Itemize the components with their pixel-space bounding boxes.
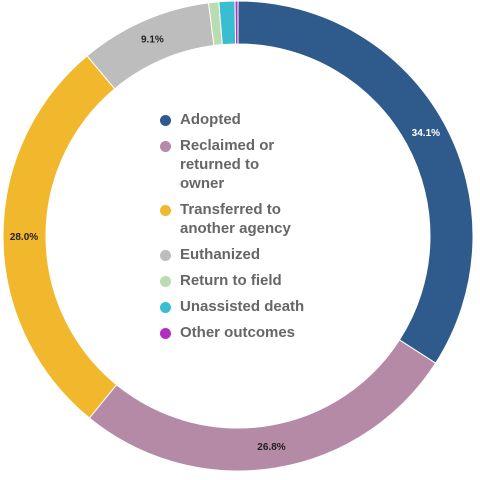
legend-label-transferred-to-another-agency: Transferred to another agency (180, 201, 291, 237)
legend-swatch-euthanized (160, 250, 171, 261)
legend-item-reclaimed-or-returned-to-owner: Reclaimed or returned to owner (160, 136, 360, 193)
slice-unassisted-death (218, 0, 237, 46)
data-label-transferred-to-another-agency: 28.0% (10, 232, 38, 243)
slice-adopted (237, 0, 474, 364)
legend-label-reclaimed-or-returned-to-owner: Reclaimed or returned to owner (180, 137, 275, 192)
chart-legend: Adopted Reclaimed or returned to owner Trans… (160, 110, 360, 349)
legend-item-return-to-field: Return to field (160, 271, 360, 290)
legend-item-euthanized: Euthanized (160, 245, 360, 264)
legend-swatch-adopted (160, 115, 171, 126)
legend-swatch-other-outcomes (160, 328, 171, 339)
data-label-adopted: 34.1% (412, 128, 440, 139)
legend-swatch-unassisted-death (160, 302, 171, 313)
slice-euthanized (86, 2, 215, 90)
legend-label-euthanized: Euthanized (180, 246, 261, 263)
legend-label-other-outcomes: Other outcomes (180, 324, 296, 341)
legend-label-unassisted-death: Unassisted death (180, 298, 305, 315)
legend-swatch-transferred-to-another-agency (160, 205, 171, 216)
legend-item-transferred-to-another-agency: Transferred to another agency (160, 200, 360, 238)
legend-item-unassisted-death: Unassisted death (160, 297, 360, 316)
slice-other-outcomes (234, 0, 239, 45)
legend-label-adopted: Adopted (180, 111, 241, 128)
legend-swatch-reclaimed-or-returned-to-owner (160, 141, 171, 152)
legend-item-adopted: Adopted (160, 110, 360, 129)
legend-label-return-to-field: Return to field (180, 272, 282, 289)
legend-swatch-return-to-field (160, 276, 171, 287)
data-label-euthanized: 9.1% (141, 35, 164, 46)
data-label-reclaimed-or-returned-to-owner: 26.8% (257, 442, 285, 453)
legend-item-other-outcomes: Other outcomes (160, 323, 360, 342)
